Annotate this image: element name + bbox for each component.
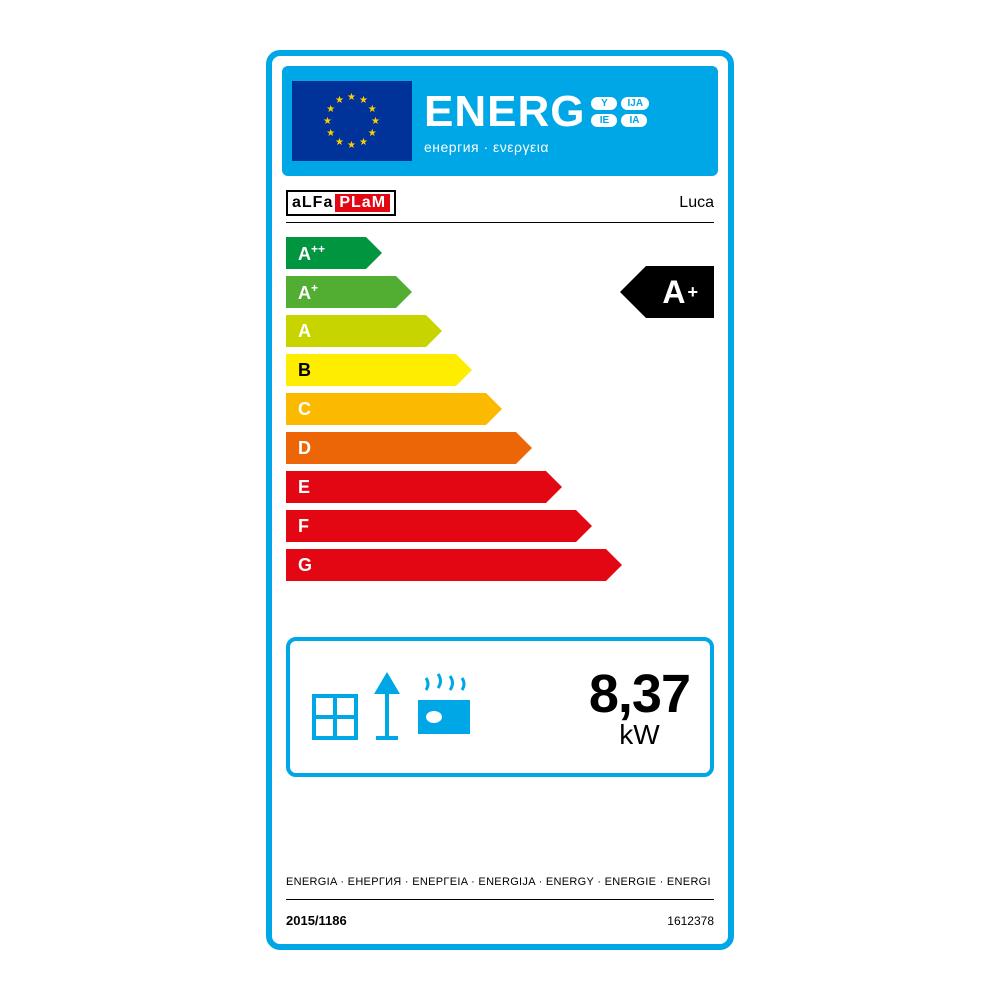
header-title: ENERG: [424, 87, 585, 137]
efficiency-arrow-label: G: [298, 555, 312, 576]
document-id: 1612378: [667, 914, 714, 928]
rating-badge-text: A+: [646, 266, 714, 318]
header-pill: IA: [621, 114, 647, 127]
header-pill: Y: [591, 97, 617, 110]
header-banner: ★★★★★★★★★★★★ ENERG Y IJA IE IA енергия · εν…: [282, 66, 718, 176]
energy-label: ★★★★★★★★★★★★ ENERG Y IJA IE IA енергия · εν…: [266, 50, 734, 950]
heater-pictograms: [310, 672, 474, 742]
power-value-block: 8,37 kW: [589, 663, 690, 751]
efficiency-arrow: A: [286, 315, 426, 347]
efficiency-arrow: G: [286, 549, 606, 581]
footer-languages: ENERGIA · ЕНЕРГИЯ · ΕΝΕΡΓΕΙΑ · ENERGIJA …: [286, 876, 714, 888]
efficiency-scale: A++ A+ ABCDEFG A+: [286, 237, 714, 617]
efficiency-arrow: E: [286, 471, 546, 503]
window-icon: [310, 692, 360, 742]
header-text: ENERG Y IJA IE IA енергия · ενεργεια: [424, 87, 708, 155]
efficiency-arrow-label: A+: [298, 281, 318, 304]
model-name: Luca: [679, 194, 714, 212]
header-pill: IJA: [621, 97, 649, 110]
efficiency-arrow-label: D: [298, 438, 311, 459]
brand-model-row: aLFa PLaM Luca: [286, 190, 714, 216]
header-pill: IE: [591, 114, 617, 127]
brand-logo-text-a: aLFa: [292, 194, 333, 212]
efficiency-arrow-label: A: [298, 321, 311, 342]
lamp-icon: [372, 672, 402, 742]
efficiency-arrow-label: B: [298, 360, 311, 381]
header-suffix-pills: Y IJA IE IA: [591, 97, 649, 127]
efficiency-arrow: D: [286, 432, 516, 464]
eu-flag-icon: ★★★★★★★★★★★★: [292, 81, 412, 161]
efficiency-arrow-label: A++: [298, 242, 325, 265]
stove-icon: [414, 672, 474, 742]
brand-logo-text-b: PLaM: [335, 194, 390, 212]
efficiency-arrow: A++: [286, 237, 366, 269]
efficiency-arrow-label: C: [298, 399, 311, 420]
rating-badge: A+: [646, 266, 714, 318]
efficiency-arrow: A+: [286, 276, 396, 308]
efficiency-arrow: C: [286, 393, 486, 425]
divider: [286, 222, 714, 223]
efficiency-arrow-label: F: [298, 516, 309, 537]
efficiency-arrow: B: [286, 354, 456, 386]
footer-divider: [286, 899, 714, 900]
power-output-panel: 8,37 kW: [286, 637, 714, 777]
efficiency-arrow: F: [286, 510, 576, 542]
efficiency-arrow-label: E: [298, 477, 310, 498]
header-subtitle: енергия · ενεργεια: [424, 139, 708, 155]
regulation-number: 2015/1186: [286, 913, 347, 928]
brand-logo: aLFa PLaM: [286, 190, 396, 216]
power-number: 8,37: [589, 663, 690, 725]
